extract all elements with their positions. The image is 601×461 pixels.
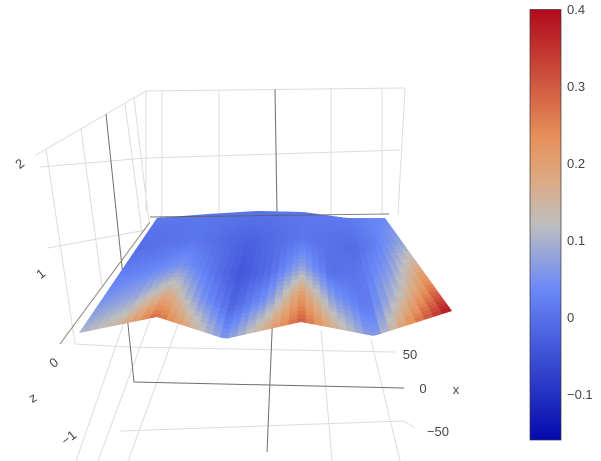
svg-text:0.4: 0.4: [567, 2, 585, 17]
svg-text:50: 50: [403, 347, 417, 362]
svg-text:−1: −1: [58, 427, 79, 448]
svg-text:0.1: 0.1: [567, 233, 585, 248]
svg-text:−50: −50: [427, 424, 449, 439]
svg-text:0: 0: [419, 381, 426, 396]
svg-text:0.3: 0.3: [567, 79, 585, 94]
svg-text:0.2: 0.2: [567, 156, 585, 171]
svg-text:0: 0: [567, 310, 574, 325]
svg-text:−0.1: −0.1: [567, 387, 593, 402]
svg-text:x: x: [453, 382, 460, 397]
